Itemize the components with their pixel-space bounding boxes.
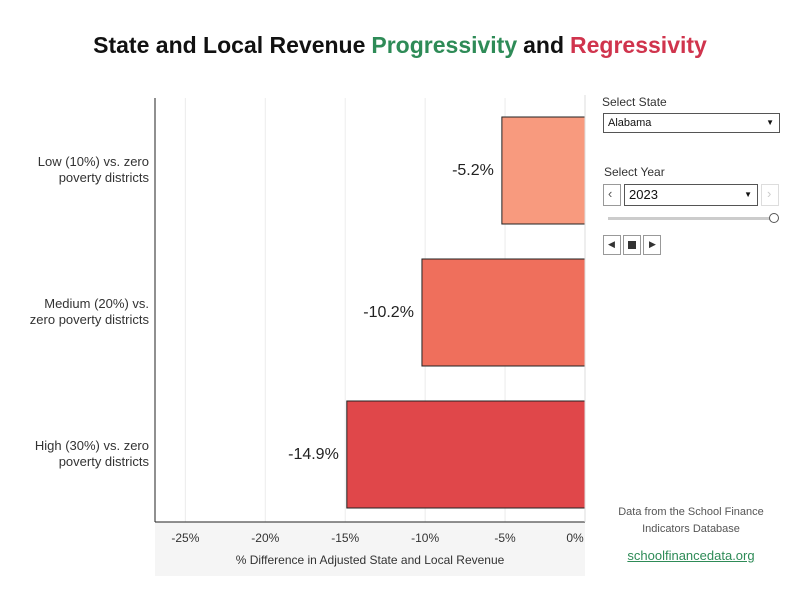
y-tick-label: High (30%) vs. zero poverty districts	[34, 438, 149, 469]
y-tick-label: Medium (20%) vs. zero poverty districts	[29, 296, 149, 327]
value-label: -5.2%	[452, 162, 494, 179]
footer-note: Data from the School Finance Indicators …	[618, 506, 764, 535]
value-label: -14.9%	[288, 446, 339, 463]
play-forward[interactable]: ▶	[643, 235, 661, 255]
state-label: Select State	[602, 95, 667, 109]
value-label: -10.2%	[363, 304, 414, 321]
footer-link[interactable]: schoolfinancedata.org	[627, 548, 755, 563]
x-axis-title: % Difference in Adjusted State and Local…	[236, 553, 505, 567]
slider-handle[interactable]	[769, 213, 779, 223]
axis-band	[155, 522, 585, 576]
title-part: Progressivity	[371, 32, 518, 58]
x-tick-label: -20%	[251, 531, 279, 545]
dropdown-arrow: ▼	[766, 118, 774, 127]
bar	[346, 400, 586, 509]
year-label: Select Year	[604, 165, 665, 179]
bar	[421, 258, 586, 367]
play-stop[interactable]	[623, 235, 641, 255]
title-part: State and Local Revenue	[93, 32, 366, 58]
title-part: and	[523, 32, 565, 58]
y-tick-label: Low (10%) vs. zero poverty districts	[37, 154, 149, 185]
x-tick-label: -25%	[171, 531, 199, 545]
next-year[interactable]: ›	[761, 184, 779, 206]
year-value: 2023	[629, 187, 658, 202]
dropdown-arrow: ▼	[744, 190, 752, 199]
bar	[501, 116, 586, 225]
year-slider[interactable]	[608, 217, 772, 220]
play-back[interactable]: ◀	[603, 235, 621, 255]
title-part: Regressivity	[570, 32, 707, 58]
x-tick-label: -15%	[331, 531, 359, 545]
chart-title: State and Local Revenue Progressivity and R…	[0, 32, 800, 59]
year-dropdown[interactable]: 2023 ▼	[624, 184, 758, 206]
x-tick-label: -10%	[411, 531, 439, 545]
prev-year[interactable]: ‹	[603, 184, 621, 206]
x-tick-label: 0%	[566, 531, 584, 545]
state-dropdown[interactable]: Alabama ▼	[603, 113, 780, 133]
x-tick-label: -5%	[494, 531, 516, 545]
state-value: Alabama	[608, 117, 652, 129]
